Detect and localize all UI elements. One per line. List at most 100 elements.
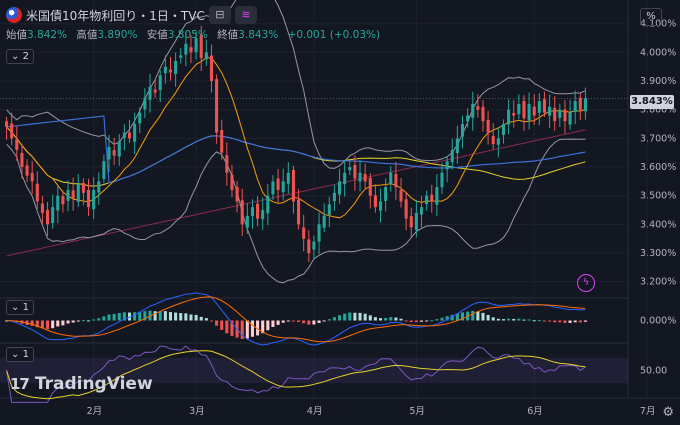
candle-body xyxy=(583,98,587,112)
x-tick-label: 3月 xyxy=(189,406,205,417)
candle-body xyxy=(522,100,526,119)
candle-body xyxy=(476,106,480,110)
candle-body xyxy=(179,55,183,58)
candle-body xyxy=(209,55,214,82)
high-label: 高値 xyxy=(76,29,98,41)
rsi-indicator-toggle[interactable]: ⌄ 1 xyxy=(6,347,34,362)
y-tick-label: 3.800% xyxy=(640,105,676,116)
candle-body xyxy=(86,189,91,208)
lightning-icon[interactable]: ϟ xyxy=(577,274,595,292)
candle-body xyxy=(35,183,39,202)
candle-body xyxy=(112,150,116,156)
ohlc-readout: 始値3.842% 高値3.890% 安値3.805% 終値3.843% +0.0… xyxy=(6,27,386,42)
candle-body xyxy=(496,138,500,145)
candle-body xyxy=(466,115,470,122)
macd-indicator-count: 1 xyxy=(22,302,29,313)
candle-body xyxy=(235,186,239,202)
candle-body xyxy=(338,181,342,195)
macd-histogram-bar xyxy=(138,311,142,321)
macd-histogram-bar xyxy=(430,320,434,322)
macd-histogram-bar xyxy=(261,320,265,334)
candle-body xyxy=(122,132,126,138)
macd-y-tick-label: 0.000% xyxy=(640,316,676,327)
candle-body xyxy=(312,241,316,250)
candle-body xyxy=(215,79,219,133)
high-value: 3.890% xyxy=(97,29,138,41)
macd-histogram-bar xyxy=(389,317,393,321)
y-tick-label: 3.400% xyxy=(640,219,676,230)
scale-mode-button[interactable]: % xyxy=(640,8,662,26)
gear-icon[interactable]: ⚙ xyxy=(662,405,674,420)
macd-histogram-bar xyxy=(522,319,526,321)
last-price-tag: 3.843% xyxy=(630,95,674,109)
macd-histogram-bar xyxy=(163,311,167,321)
candle-body xyxy=(127,132,132,139)
macd-histogram-bar xyxy=(189,314,193,321)
macd-histogram-bar xyxy=(583,320,587,322)
candle-body xyxy=(450,149,454,163)
candle-body xyxy=(486,119,490,133)
collapse-icon[interactable]: ⊟ xyxy=(208,6,231,24)
macd-histogram-bar xyxy=(266,320,270,331)
candle-body xyxy=(143,98,147,110)
symbol-header[interactable]: 米国債10年物利回り・1日・TVC ⊟ ≋ xyxy=(6,5,257,25)
main-indicator-count: 2 xyxy=(22,51,29,62)
candle-body xyxy=(271,181,275,195)
symbol-title[interactable]: 米国債10年物利回り・1日・TVC xyxy=(26,8,205,23)
macd-histogram-bar xyxy=(281,320,285,323)
macd-histogram-bar xyxy=(158,311,162,321)
candle-body xyxy=(102,161,106,179)
candle-body xyxy=(189,47,193,53)
macd-histogram-bar xyxy=(445,316,449,321)
macd-histogram-bar xyxy=(51,320,55,329)
candle-body xyxy=(250,207,254,217)
rsi-indicator-count: 1 xyxy=(22,349,29,360)
main-indicators-toggle[interactable]: ⌄ 2 xyxy=(6,49,34,64)
candle-body xyxy=(230,174,234,190)
macd-histogram-bar xyxy=(363,313,367,321)
macd-histogram-bar xyxy=(220,320,224,330)
candle-body xyxy=(117,141,121,157)
ma-blue-line xyxy=(6,115,586,184)
candle-body xyxy=(548,106,552,116)
open-label: 始値 xyxy=(6,29,27,41)
candle-body xyxy=(471,103,475,118)
macd-histogram-bar xyxy=(92,319,96,321)
macd-histogram-bar xyxy=(507,318,511,321)
candle-body xyxy=(266,195,270,214)
candle-body xyxy=(174,60,178,74)
macd-histogram-bar xyxy=(307,320,311,325)
x-tick-label: 2月 xyxy=(87,406,103,417)
candle-body xyxy=(148,86,152,100)
compare-icon[interactable]: ≋ xyxy=(234,6,257,24)
y-tick-label: 3.900% xyxy=(640,76,676,87)
candle-body xyxy=(527,103,531,121)
candle-body xyxy=(297,199,301,225)
bollinger-lower-line xyxy=(6,138,586,284)
macd-histogram-bar xyxy=(153,311,157,321)
macd-histogram-bar xyxy=(394,317,398,321)
macd-histogram-bar xyxy=(501,319,506,321)
candle-body xyxy=(51,207,55,223)
candle-body xyxy=(399,190,403,202)
macd-histogram-bar xyxy=(404,320,408,322)
macd-histogram-bar xyxy=(30,320,34,326)
x-tick-label: 4月 xyxy=(307,406,323,417)
macd-histogram-bar xyxy=(471,310,475,321)
candle-body xyxy=(501,124,506,135)
candle-body xyxy=(440,172,444,188)
candle-body xyxy=(61,196,65,205)
candle-body xyxy=(384,187,388,201)
macd-histogram-bar xyxy=(215,320,219,326)
macd-histogram-bar xyxy=(250,320,254,337)
macd-histogram-bar xyxy=(327,319,331,321)
candle-body xyxy=(425,195,429,204)
macd-indicator-toggle[interactable]: ⌄ 1 xyxy=(6,300,34,315)
candle-body xyxy=(97,181,101,193)
macd-histogram-bar xyxy=(245,320,249,339)
candle-body xyxy=(92,189,96,210)
macd-histogram-bar xyxy=(179,313,183,321)
macd-histogram-bar xyxy=(532,320,536,322)
candle-body xyxy=(307,239,311,254)
